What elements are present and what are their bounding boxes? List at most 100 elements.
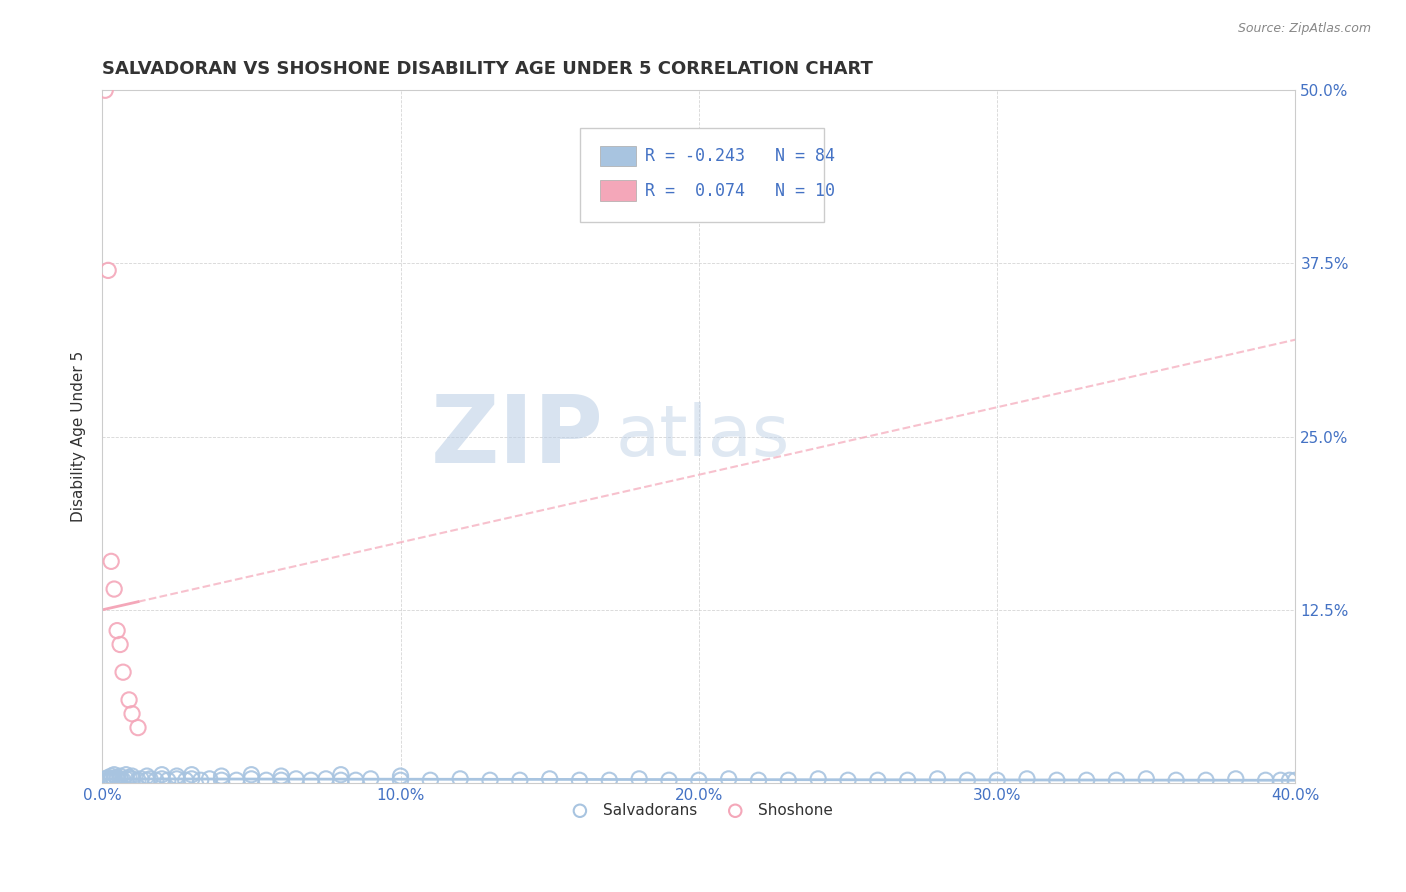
Point xyxy=(1225,772,1247,786)
Point xyxy=(254,773,277,788)
Point xyxy=(419,773,441,788)
FancyBboxPatch shape xyxy=(600,180,636,201)
Point xyxy=(127,721,149,735)
Point xyxy=(1254,773,1277,788)
Point xyxy=(97,773,120,788)
Point xyxy=(837,773,859,788)
Point xyxy=(329,768,352,782)
Point xyxy=(100,769,122,783)
Point xyxy=(1195,773,1218,788)
Text: SALVADORAN VS SHOSHONE DISABILITY AGE UNDER 5 CORRELATION CHART: SALVADORAN VS SHOSHONE DISABILITY AGE UN… xyxy=(103,60,873,78)
Point xyxy=(628,772,651,786)
Point xyxy=(449,772,471,786)
Point xyxy=(150,768,173,782)
Point xyxy=(329,773,352,788)
Point xyxy=(190,773,212,788)
Point xyxy=(100,773,122,788)
Text: Source: ZipAtlas.com: Source: ZipAtlas.com xyxy=(1237,22,1371,36)
Point xyxy=(118,693,141,707)
Point xyxy=(112,773,135,788)
Point xyxy=(688,773,710,788)
Point xyxy=(225,773,247,788)
Point xyxy=(174,773,197,788)
Point xyxy=(211,773,233,788)
Point xyxy=(112,665,135,680)
Point xyxy=(94,83,117,97)
Point xyxy=(240,768,263,782)
Point xyxy=(479,773,502,788)
Point xyxy=(115,772,138,786)
Point xyxy=(315,772,337,786)
Point xyxy=(121,706,143,721)
Point xyxy=(127,773,149,788)
Point xyxy=(108,769,131,783)
Point xyxy=(103,773,125,788)
Point xyxy=(598,773,620,788)
Point xyxy=(100,772,122,786)
Point xyxy=(360,772,382,786)
Point xyxy=(166,772,188,786)
Point xyxy=(538,772,561,786)
Point xyxy=(270,773,292,788)
Point xyxy=(166,769,188,783)
Point xyxy=(747,773,769,788)
Point xyxy=(1105,773,1128,788)
Point xyxy=(105,772,128,786)
Point xyxy=(136,769,159,783)
Point xyxy=(807,772,830,786)
Point xyxy=(778,773,800,788)
Point xyxy=(211,769,233,783)
Point xyxy=(121,769,143,783)
Point xyxy=(100,554,122,568)
Legend: Salvadorans, Shoshone: Salvadorans, Shoshone xyxy=(558,797,839,824)
Text: atlas: atlas xyxy=(616,402,790,471)
Point xyxy=(198,772,221,786)
Text: ZIP: ZIP xyxy=(430,391,603,483)
Point xyxy=(150,772,173,786)
Point xyxy=(866,773,889,788)
Point xyxy=(1015,772,1038,786)
Point xyxy=(344,773,367,788)
Point xyxy=(1166,773,1188,788)
Point xyxy=(1284,773,1306,788)
Point xyxy=(568,773,591,788)
Point xyxy=(139,772,162,786)
Point xyxy=(1270,773,1292,788)
Point xyxy=(145,773,167,788)
Point xyxy=(115,768,138,782)
Point xyxy=(285,772,308,786)
Y-axis label: Disability Age Under 5: Disability Age Under 5 xyxy=(72,351,86,523)
Point xyxy=(118,771,141,785)
Point xyxy=(129,772,152,786)
Text: R = -0.243   N = 84: R = -0.243 N = 84 xyxy=(645,147,835,165)
Point xyxy=(1135,772,1157,786)
Point xyxy=(97,771,120,785)
FancyBboxPatch shape xyxy=(579,128,824,222)
Point xyxy=(103,582,125,596)
Point xyxy=(509,773,531,788)
FancyBboxPatch shape xyxy=(600,145,636,167)
Point xyxy=(103,772,125,786)
Point xyxy=(94,772,117,786)
Point xyxy=(108,772,131,786)
Point xyxy=(240,772,263,786)
Point xyxy=(927,772,949,786)
Point xyxy=(180,772,202,786)
Point xyxy=(956,773,979,788)
Text: R =  0.074   N = 10: R = 0.074 N = 10 xyxy=(645,182,835,200)
Point xyxy=(105,771,128,785)
Point xyxy=(1076,773,1098,788)
Point xyxy=(658,773,681,788)
Point xyxy=(121,772,143,786)
Point xyxy=(299,773,322,788)
Point xyxy=(108,638,131,652)
Point xyxy=(136,773,159,788)
Point xyxy=(986,773,1008,788)
Point xyxy=(97,263,120,277)
Point xyxy=(156,773,179,788)
Point xyxy=(1278,773,1301,788)
Point xyxy=(717,772,740,786)
Point xyxy=(1046,773,1069,788)
Point xyxy=(897,773,920,788)
Point xyxy=(270,769,292,783)
